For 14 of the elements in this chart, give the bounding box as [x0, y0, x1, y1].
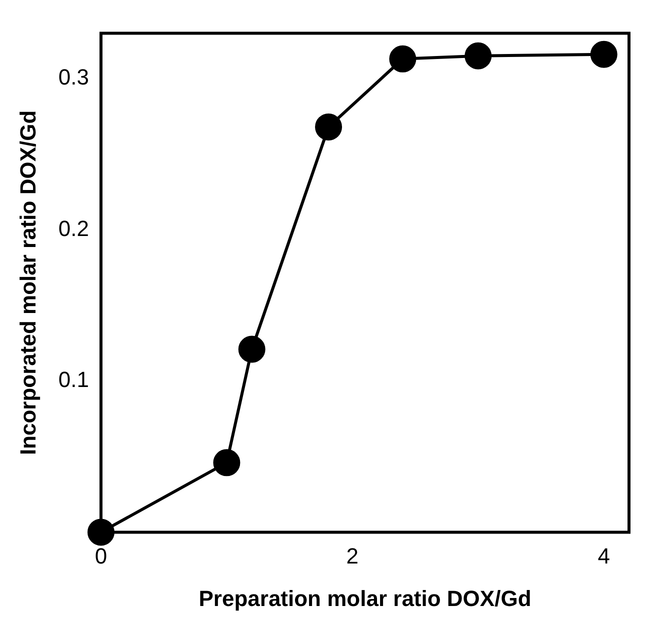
x-tick-label: 0 [94, 543, 108, 568]
y-tick-label: 0.2 [58, 216, 89, 241]
y-tick-label: 0.1 [58, 367, 89, 392]
point [464, 42, 492, 70]
point [389, 45, 416, 72]
point [213, 449, 240, 476]
point [238, 336, 266, 363]
x-tick-label: 2 [346, 543, 359, 568]
x-tick-label: 4 [598, 543, 610, 568]
x-axis-title: Preparation molar ratio DOX/Gd [198, 586, 532, 611]
point [590, 40, 618, 68]
y-axis-title: Incorporated molar ratio DOX/Gd [15, 110, 40, 456]
point [315, 113, 342, 140]
y-tick-label: 0.3 [58, 64, 89, 90]
